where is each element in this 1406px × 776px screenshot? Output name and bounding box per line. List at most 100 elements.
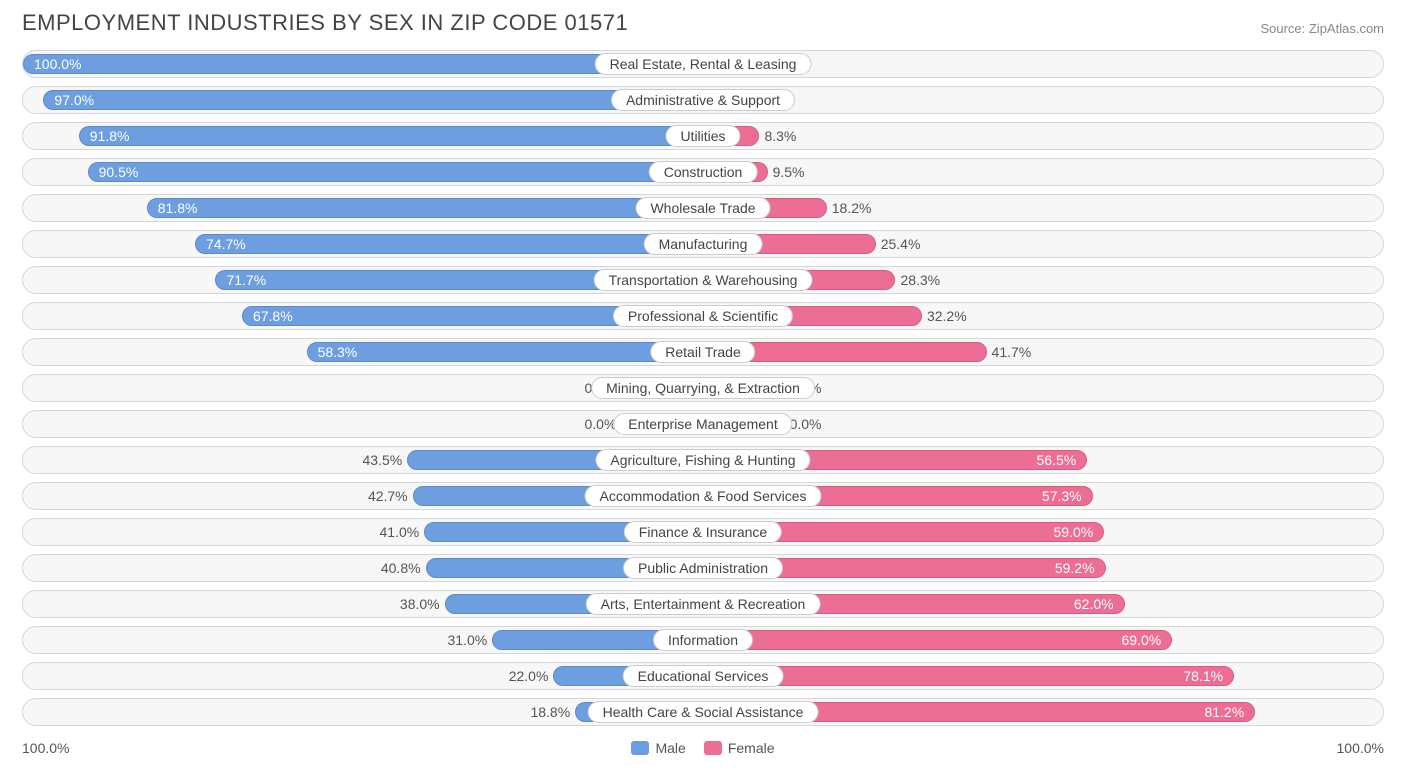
axis-right-label: 100.0% [1337,740,1384,756]
chart-row: 18.8%81.2%Health Care & Social Assistanc… [22,698,1384,726]
male-half: 81.8% [23,195,703,221]
chart-row: 74.7% 25.4% Manufacturing [22,230,1384,258]
female-pct-label: 41.7% [992,344,1032,360]
category-label: Information [653,629,753,651]
female-half: 59.2% [703,555,1383,581]
male-pct-label: 58.3% [318,344,358,360]
male-pct-label: 42.7% [368,488,408,504]
male-pct-label: 67.8% [253,308,293,324]
chart-row: 43.5%56.5%Agriculture, Fishing & Hunting [22,446,1384,474]
category-label: Enterprise Management [613,413,792,435]
female-half: 59.0% [703,519,1383,545]
male-pct-label: 40.8% [381,560,421,576]
diverging-bar-chart: 100.0%0.0%Real Estate, Rental & Leasing9… [14,44,1392,738]
female-pct-label: 78.1% [1183,668,1223,684]
category-label: Mining, Quarrying, & Extraction [591,377,815,399]
female-pct-label: 59.2% [1055,560,1095,576]
female-pct-label: 9.5% [773,164,805,180]
male-pct-label: 0.0% [584,416,616,432]
chart-row: 91.8%8.3%Utilities [22,122,1384,150]
chart-row: 41.0% 59.0% Finance & Insurance [22,518,1384,546]
male-half: 91.8% [23,123,703,149]
chart-legend: 100.0% Male Female 100.0% [14,738,1392,756]
female-half: 41.7% [703,339,1383,365]
chart-row: 22.0% 78.1% Educational Services [22,662,1384,690]
male-half: 31.0% [23,627,703,653]
female-pct-label: 8.3% [764,128,796,144]
male-bar: 81.8% [147,198,703,218]
female-half: 18.2% [703,195,1383,221]
male-pct-label: 18.8% [530,704,570,720]
male-bar: 91.8% [79,126,703,146]
chart-row: 40.8% 59.2% Public Administration [22,554,1384,582]
female-pct-label: 25.4% [881,236,921,252]
chart-row: 0.0%0.0%Mining, Quarrying, & Extraction [22,374,1384,402]
male-pct-label: 100.0% [34,56,81,72]
chart-source: Source: ZipAtlas.com [1260,21,1384,36]
legend-female: Female [704,740,775,756]
male-half: 97.0% [23,87,703,113]
category-label: Public Administration [623,557,783,579]
chart-header: EMPLOYMENT INDUSTRIES BY SEX IN ZIP CODE… [14,10,1392,44]
chart-row: 31.0% 69.0% Information [22,626,1384,654]
male-half: 22.0% [23,663,703,689]
male-bar: 97.0% [43,90,703,110]
chart-row: 90.5% 9.5% Construction [22,158,1384,186]
male-pct-label: 22.0% [509,668,549,684]
chart-row: 97.0%3.0%Administrative & Support [22,86,1384,114]
female-half: 9.5% [703,159,1383,185]
legend-female-label: Female [728,740,775,756]
category-label: Educational Services [623,665,784,687]
chart-row: 100.0%0.0%Real Estate, Rental & Leasing [22,50,1384,78]
male-bar: 58.3% [307,342,703,362]
female-half: 25.4% [703,231,1383,257]
female-pct-label: 62.0% [1074,596,1114,612]
female-pct-label: 69.0% [1121,632,1161,648]
male-half: 40.8% [23,555,703,581]
chart-row: 38.0% 62.0% Arts, Entertainment & Recreati… [22,590,1384,618]
chart-row: 67.8% 32.2% Professional & Scientific [22,302,1384,330]
category-label: Professional & Scientific [613,305,793,327]
male-pct-label: 74.7% [206,236,246,252]
female-pct-label: 32.2% [927,308,967,324]
female-pct-label: 18.2% [832,200,872,216]
category-label: Accommodation & Food Services [585,485,822,507]
chart-row: 71.7%28.3%Transportation & Warehousing [22,266,1384,294]
male-half: 67.8% [23,303,703,329]
female-half: 32.2% [703,303,1383,329]
male-bar: 74.7% [195,234,703,254]
female-pct-label: 0.0% [790,416,822,432]
male-half: 74.7% [23,231,703,257]
category-label: Agriculture, Fishing & Hunting [595,449,810,471]
legend-male: Male [631,740,685,756]
male-bar: 90.5% [88,162,703,182]
female-half: 3.0% [703,87,1383,113]
category-label: Real Estate, Rental & Leasing [595,53,812,75]
female-swatch [704,741,722,755]
male-pct-label: 81.8% [158,200,198,216]
male-half: 0.0% [23,411,703,437]
male-pct-label: 31.0% [448,632,488,648]
male-pct-label: 97.0% [54,92,94,108]
male-half: 41.0% [23,519,703,545]
category-label: Wholesale Trade [635,197,770,219]
axis-left-label: 100.0% [22,740,69,756]
chart-row: 0.0% 0.0%Enterprise Management [22,410,1384,438]
male-pct-label: 41.0% [380,524,420,540]
chart-title: EMPLOYMENT INDUSTRIES BY SEX IN ZIP CODE… [22,10,628,36]
male-half: 58.3% [23,339,703,365]
category-label: Manufacturing [644,233,763,255]
category-label: Retail Trade [650,341,755,363]
female-pct-label: 59.0% [1053,524,1093,540]
category-label: Arts, Entertainment & Recreation [586,593,821,615]
male-pct-label: 38.0% [400,596,440,612]
category-label: Finance & Insurance [624,521,782,543]
female-half: 78.1% [703,663,1383,689]
chart-row: 42.7%57.3%Accommodation & Food Services [22,482,1384,510]
female-half: 69.0% [703,627,1383,653]
category-label: Transportation & Warehousing [594,269,813,291]
category-label: Construction [649,161,758,183]
male-swatch [631,741,649,755]
legend-male-label: Male [655,740,685,756]
male-pct-label: 91.8% [90,128,130,144]
